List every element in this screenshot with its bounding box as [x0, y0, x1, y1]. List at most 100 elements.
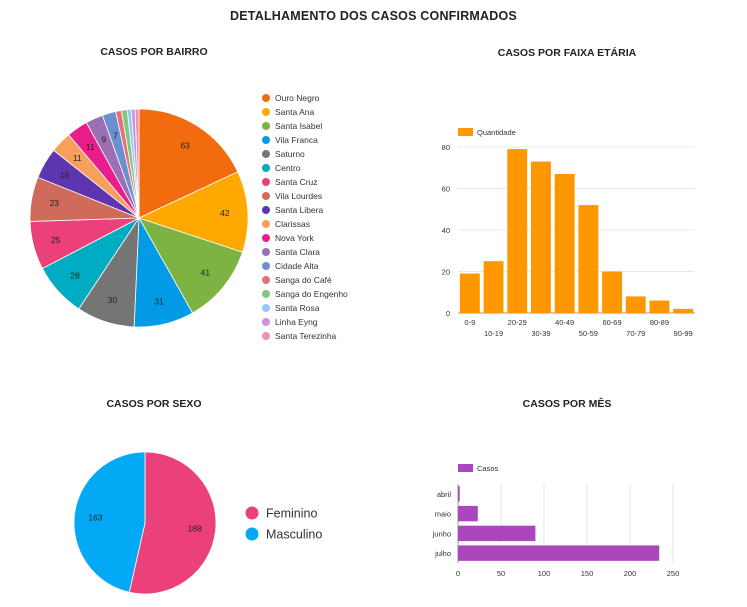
bar-faixa-2 [507, 149, 528, 313]
bar-faixa-4 [554, 173, 575, 313]
legend-marker-bairro-17 [262, 332, 270, 340]
pie-slice-bairro-2 [138, 217, 243, 314]
y-tick-faixa-2: 40 [442, 226, 450, 235]
pie-slice-bairro-1 [137, 171, 249, 253]
legend-label-bairro-14: Sanga do Engenho [275, 289, 348, 299]
y-tick-mes-3: julho [434, 549, 451, 558]
legend-marker-bairro-15 [262, 304, 270, 312]
legend-label-bairro-6: Santa Cruz [275, 177, 318, 187]
slice-label-bairro-5: 28 [70, 271, 80, 281]
legend-marker-faixa [458, 128, 473, 136]
pie-slice-sexo-0 [128, 451, 217, 595]
legend-label-bairro-3: Vila Franca [275, 135, 318, 145]
legend-label-sexo-0: Feminino [266, 507, 317, 521]
x-tick-mes-3: 150 [581, 569, 594, 578]
slice-label-bairro-11: 9 [101, 135, 106, 145]
slice-label-bairro-1: 42 [220, 208, 230, 218]
legend-marker-mes [458, 464, 473, 472]
legend-label-bairro-10: Nova York [275, 233, 314, 243]
x-tick-mes-0: 0 [456, 569, 460, 578]
legend-label-bairro-17: Santa Terezinha [275, 331, 337, 341]
chart-title-sexo: CASOS POR SEXO [106, 398, 202, 410]
bar-faixa-3 [530, 161, 551, 313]
bar-faixa-9 [673, 308, 694, 313]
legend-label-bairro-16: Linha Eyng [275, 317, 318, 327]
x-tick-mes-5: 250 [667, 569, 680, 578]
slice-label-bairro-0: 63 [180, 140, 190, 150]
x-tick-mes-2: 100 [538, 569, 551, 578]
y-tick-faixa-3: 60 [442, 185, 450, 194]
legend-label-bairro-15: Santa Rosa [275, 303, 320, 313]
legend-label-mes: Casos [477, 464, 499, 473]
legend-marker-bairro-9 [262, 220, 270, 228]
bar-mes-3 [458, 545, 660, 561]
slice-label-bairro-12: 7 [113, 130, 118, 140]
legend-marker-sexo-0 [245, 506, 259, 520]
y-tick-mes-1: maio [435, 510, 451, 519]
bar-faixa-7 [625, 296, 646, 313]
x-tick-faixa-8: 80-89 [650, 318, 669, 327]
bar-faixa-8 [649, 300, 670, 313]
x-tick-faixa-2: 20-29 [508, 318, 527, 327]
legend-label-bairro-7: Vila Lourdes [275, 191, 322, 201]
legend-marker-bairro-8 [262, 206, 270, 214]
chart-title-mes: CASOS POR MÊS [522, 398, 612, 410]
bar-faixa-1 [483, 261, 504, 313]
chart-title-bairro: CASOS POR BAIRRO [100, 46, 208, 58]
legend-marker-bairro-4 [262, 150, 270, 158]
slice-label-bairro-3: 31 [154, 297, 164, 307]
legend-label-bairro-9: Clarissas [275, 219, 310, 229]
y-tick-mes-0: abril [437, 490, 452, 499]
x-tick-faixa-5: 50-59 [579, 329, 598, 338]
legend-label-bairro-8: Santa Libera [275, 205, 323, 215]
legend-marker-bairro-14 [262, 290, 270, 298]
x-tick-mes-4: 200 [624, 569, 637, 578]
x-tick-faixa-0: 0-9 [464, 318, 475, 327]
bar-faixa-5 [578, 205, 599, 313]
page-title: DETALHAMENTO DOS CASOS CONFIRMADOS [230, 9, 517, 23]
x-tick-faixa-1: 10-19 [484, 329, 503, 338]
chart-title-faixa: CASOS POR FAIXA ETÁRIA [497, 47, 637, 59]
legend-label-faixa: Quantidade [477, 128, 516, 137]
pie-slice-bairro-17 [134, 108, 140, 219]
legend-label-bairro-11: Santa Clara [275, 247, 320, 257]
legend-marker-bairro-5 [262, 164, 270, 172]
pie-slice-sexo-1 [73, 451, 146, 593]
legend-marker-bairro-13 [262, 276, 270, 284]
legend-label-bairro-1: Santa Ana [275, 107, 315, 117]
legend-marker-bairro-7 [262, 192, 270, 200]
legend-marker-bairro-11 [262, 248, 270, 256]
legend-label-bairro-0: Ouro Negro [275, 93, 320, 103]
legend-label-bairro-12: Cidade Alta [275, 261, 319, 271]
y-tick-faixa-1: 20 [442, 268, 450, 277]
slice-label-bairro-8: 16 [60, 170, 70, 180]
slice-label-bairro-6: 25 [51, 235, 61, 245]
legend-marker-bairro-3 [262, 136, 270, 144]
slice-label-bairro-10: 11 [86, 142, 95, 152]
legend-label-sexo-1: Masculino [266, 528, 322, 542]
x-tick-faixa-3: 30-39 [531, 329, 550, 338]
legend-marker-bairro-10 [262, 234, 270, 242]
bar-mes-1 [458, 505, 478, 522]
x-tick-faixa-4: 40-49 [555, 318, 574, 327]
x-tick-faixa-9: 90-99 [674, 329, 693, 338]
legend-marker-bairro-12 [262, 262, 270, 270]
legend-label-bairro-13: Sanga do Café [275, 275, 332, 285]
legend-label-bairro-2: Santa Isabel [275, 121, 322, 131]
slice-label-sexo-0: 188 [188, 524, 202, 534]
x-tick-faixa-6: 60-69 [602, 318, 621, 327]
x-tick-mes-1: 50 [497, 569, 505, 578]
legend-label-bairro-5: Centro [275, 163, 301, 173]
slice-label-bairro-9: 11 [73, 153, 82, 163]
slice-label-bairro-2: 41 [201, 268, 211, 278]
pie-slice-bairro-0 [138, 108, 239, 219]
y-tick-faixa-0: 0 [446, 309, 450, 318]
x-tick-faixa-7: 70-79 [626, 329, 645, 338]
y-tick-mes-2: junho [432, 529, 451, 538]
bar-faixa-6 [602, 271, 623, 313]
slice-label-sexo-1: 163 [88, 512, 102, 522]
